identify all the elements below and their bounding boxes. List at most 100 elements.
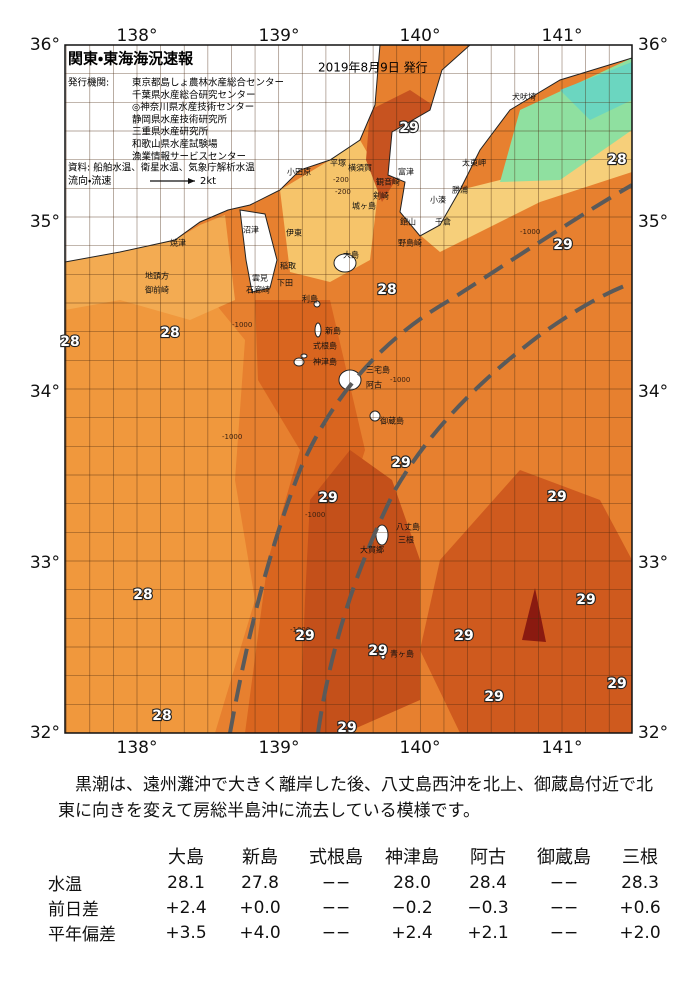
place-name: 館山 — [400, 217, 416, 227]
latitude-label: 34° — [638, 382, 668, 402]
place-name: 稲取 — [280, 261, 296, 271]
place-name: 新島 — [325, 326, 341, 336]
sea-surface — [65, 45, 632, 733]
temperature-label: 29 — [454, 628, 473, 644]
map: 関東・東海海況速報 2019年8月9日 発行 発行機関: 東京都島しょ農林水産総… — [30, 26, 668, 758]
temperature-label: 29 — [576, 592, 595, 608]
depth-label: -1000 — [390, 376, 410, 384]
temperature-label: 29 — [337, 720, 356, 736]
issuer: 三重県水産研究所 — [132, 126, 209, 138]
row-label: 前日差 — [48, 900, 99, 920]
longitude-label: 138° — [117, 738, 158, 758]
table-cell: −− — [549, 897, 579, 918]
table-row: 平年偏差 +3.5 +4.0 −− +2.4 +2.1 −− +2.0 — [40, 920, 678, 946]
place-name: 大賀郷 — [360, 545, 384, 555]
table-cell: −− — [321, 897, 351, 918]
issuer-label: 発行機関: — [68, 77, 109, 89]
place-name: 剣崎 — [373, 191, 389, 201]
temperature-label: 28 — [607, 152, 626, 168]
place-name: 八丈島 — [396, 522, 420, 532]
place-name: 青ヶ島 — [390, 649, 414, 659]
table-cell: 28.3 — [621, 872, 659, 893]
table-cell: +2.0 — [619, 922, 661, 943]
longitude-label: 139° — [259, 738, 300, 758]
place-name: 御蔵島 — [380, 416, 404, 426]
table-cell: 28.0 — [393, 872, 431, 893]
temperature-label: 29 — [607, 676, 626, 692]
depth-label: -200 — [333, 176, 349, 184]
temperature-label: 28 — [60, 334, 79, 350]
table-cell: +2.4 — [165, 897, 207, 918]
temperature-label: 28 — [377, 282, 396, 298]
depth-label: -1000 — [222, 433, 242, 441]
longitude-label: 140° — [400, 738, 441, 758]
place-name: 石廊崎 — [246, 285, 270, 295]
sources: 資料: 船舶水温、衛星水温、気象庁解析水温 — [68, 162, 255, 174]
latitude-label: 35° — [30, 212, 60, 232]
row-label: 平年偏差 — [48, 925, 116, 945]
longitude-label: 138° — [117, 26, 158, 46]
map-labels: 138° 138° 139° 139° 140° 140° 141° 141° 36° 36° 35… — [30, 26, 668, 758]
column-header: 式根島 — [309, 847, 363, 868]
temperature-label: 29 — [484, 689, 503, 705]
latitude-label: 36° — [638, 35, 668, 55]
column-header: 神津島 — [385, 847, 439, 868]
table-cell: −− — [549, 872, 579, 893]
place-name: 小湊 — [430, 195, 446, 205]
latitude-label: 33° — [638, 553, 668, 573]
place-name: 小田原 — [287, 168, 311, 177]
place-name: 三宅島 — [366, 365, 390, 375]
longitude-label: 141° — [542, 738, 583, 758]
place-name: 沼津 — [243, 225, 259, 235]
place-name: 野島崎 — [398, 238, 422, 248]
depth-label: -200 — [335, 188, 351, 196]
place-name: 地頭方 — [145, 271, 169, 281]
temperature-label: 28 — [152, 708, 171, 724]
table-header: 大島 新島 式根島 神津島 阿古 御蔵島 三根 — [40, 842, 678, 870]
column-header: 大島 — [168, 847, 204, 868]
flow-legend-arrowhead — [188, 178, 195, 184]
table-cell: +2.1 — [467, 922, 509, 943]
table-cell: 27.8 — [241, 872, 279, 893]
map-title: 関東・東海海況速報 — [68, 50, 194, 68]
place-name: 下田 — [277, 279, 293, 288]
temperature-label: 29 — [391, 455, 410, 471]
latitude-label: 32° — [30, 723, 60, 743]
depth-label: -1000 — [290, 626, 310, 634]
flow-legend-scale: 2kt — [200, 176, 216, 187]
depth-label: -1000 — [232, 321, 252, 329]
table-body: 水温 28.1 27.8 −− 28.0 28.4 −− 28.3 前日差 +2.4 +0.0 −− −… — [40, 870, 678, 946]
observation-table: 大島 新島 式根島 神津島 阿古 御蔵島 三根 水温 28.1 27.8 −− 28.0 28.4 −−… — [40, 842, 678, 945]
longitude-label: 141° — [542, 26, 583, 46]
column-header: 三根 — [622, 847, 658, 868]
place-name: 勝浦 — [452, 185, 468, 195]
issuer: 東京都島しょ農林水産総合センター — [132, 77, 284, 89]
table-cell: +4.0 — [239, 922, 281, 943]
flow-legend-label: 流向・流速 — [68, 174, 111, 187]
place-name: 阿古 — [366, 380, 382, 390]
latitude-label: 33° — [30, 553, 60, 573]
table-cell: +2.4 — [391, 922, 433, 943]
place-name: 利島 — [302, 294, 318, 304]
column-header: 御蔵島 — [537, 847, 591, 868]
place-name: 伊東 — [286, 228, 302, 238]
place-name: 式根島 — [313, 341, 337, 351]
place-name: 太東岬 — [462, 158, 486, 168]
issuer: 和歌山県水産試験場 — [132, 138, 218, 150]
issuer: 千葉県水産総合研究センター — [132, 89, 256, 101]
temperature-label: 29 — [553, 237, 572, 253]
temperature-label: 29 — [399, 120, 418, 136]
place-name: 横須賀 — [348, 163, 372, 173]
place-name: 雲見 — [252, 274, 268, 283]
corner — [40, 842, 150, 870]
place-name: 焼津 — [170, 238, 186, 248]
table-cell: −− — [321, 872, 351, 893]
column-header: 新島 — [242, 847, 278, 868]
table-cell: −0.2 — [391, 897, 433, 918]
temperature-label: 28 — [133, 587, 152, 603]
latitude-label: 34° — [30, 382, 60, 402]
temperature-label: 29 — [318, 490, 337, 506]
column-header: 阿古 — [470, 847, 506, 868]
place-name: 観音崎 — [376, 177, 400, 187]
